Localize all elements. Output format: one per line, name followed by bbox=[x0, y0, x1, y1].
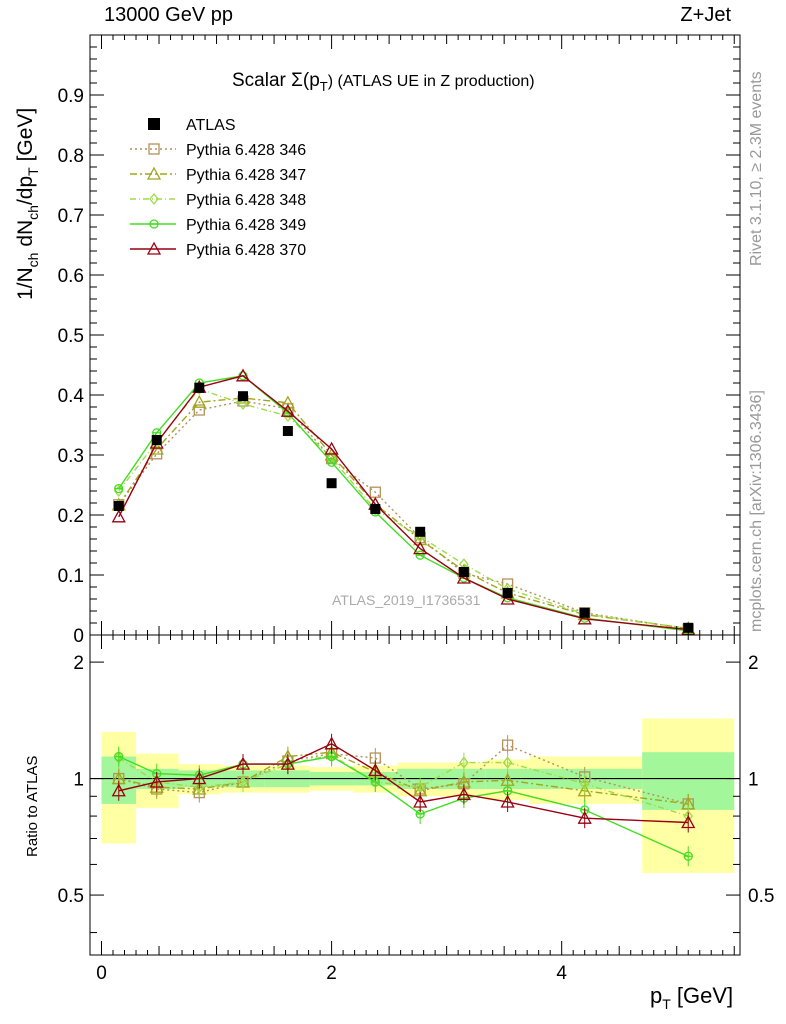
data-point bbox=[280, 403, 295, 417]
data-point bbox=[192, 394, 207, 408]
ratio-tick-label: 0.5 bbox=[58, 886, 84, 907]
data-point bbox=[577, 611, 592, 625]
legend-label: Pythia 6.428 346 bbox=[186, 142, 306, 159]
data-point bbox=[148, 143, 160, 155]
y-tick-label: 0 bbox=[73, 626, 84, 647]
series-line bbox=[118, 388, 689, 630]
atlas-point bbox=[282, 426, 293, 436]
ratio-tick-label: 1 bbox=[748, 770, 759, 791]
series-5 bbox=[111, 368, 696, 833]
atlas-point bbox=[415, 526, 426, 537]
data-point bbox=[111, 509, 126, 523]
y-tick-label: 0.9 bbox=[58, 86, 84, 107]
atlas-point bbox=[238, 391, 249, 402]
ratio-tick-label: 2 bbox=[73, 653, 84, 674]
ratio-frame bbox=[89, 634, 741, 956]
atlas-point bbox=[458, 567, 469, 577]
data-point bbox=[193, 404, 205, 416]
y-axis-label: 1/Nch dNch/dpT [GeV] bbox=[14, 108, 41, 300]
x-axis-label: pT [GeV] bbox=[650, 983, 733, 1012]
y-tick-label: 0.5 bbox=[58, 326, 84, 347]
header-left: 13000 GeV pp bbox=[104, 4, 233, 26]
data-point bbox=[149, 192, 159, 206]
atlas-data bbox=[113, 382, 694, 633]
atlas-point bbox=[502, 588, 513, 598]
data-point bbox=[113, 484, 124, 498]
legend-label: Pythia 6.428 348 bbox=[186, 192, 306, 209]
x-tick-label: 4 bbox=[556, 963, 567, 984]
legend-label-atlas: ATLAS bbox=[186, 117, 236, 134]
ratio-line bbox=[118, 751, 689, 805]
series-line bbox=[118, 397, 689, 630]
y-tick-label: 0.7 bbox=[58, 206, 84, 227]
y-tick-label: 0.3 bbox=[58, 446, 84, 467]
atlas-point bbox=[113, 501, 124, 511]
data-point bbox=[235, 368, 251, 382]
ratio-line bbox=[118, 743, 689, 824]
y-tick-label: 0.1 bbox=[58, 566, 84, 587]
data-point bbox=[500, 591, 515, 605]
ratio-tick-label: 1 bbox=[73, 770, 84, 791]
atlas-point bbox=[326, 478, 337, 489]
atlas-point bbox=[370, 504, 381, 514]
atlas-point bbox=[194, 382, 205, 393]
data-point bbox=[456, 570, 471, 584]
series-line bbox=[118, 400, 689, 630]
atlas-point bbox=[579, 607, 590, 618]
y-tick-label: 0.8 bbox=[58, 146, 84, 167]
y-tick-label: 0.2 bbox=[58, 506, 84, 527]
atlas-point bbox=[151, 435, 162, 445]
ratio-tick-label: 2 bbox=[748, 653, 759, 674]
legend: ATLAS Pythia 6.428 346 Pythia 6.428 347 Pyt… bbox=[130, 117, 306, 259]
x-tick-label: 2 bbox=[326, 963, 337, 984]
atlas-point bbox=[683, 622, 694, 633]
data-point bbox=[280, 395, 295, 409]
ratio-y-axis-label: Ratio to ATLAS bbox=[24, 756, 41, 857]
ratio-tick-label: 0.5 bbox=[748, 886, 774, 907]
data-point bbox=[146, 241, 162, 255]
series-line bbox=[118, 375, 689, 632]
legend-label: Pythia 6.428 347 bbox=[186, 167, 306, 184]
ratio-line bbox=[118, 755, 689, 857]
data-point bbox=[413, 541, 428, 555]
data-point bbox=[324, 441, 339, 455]
data-point bbox=[238, 397, 248, 411]
legend-label: Pythia 6.428 349 bbox=[186, 217, 306, 234]
y-tick-label: 0.6 bbox=[58, 266, 84, 287]
x-tick-label: 0 bbox=[96, 963, 107, 984]
series-line bbox=[118, 375, 689, 631]
watermark: ATLAS_2019_I1736531 bbox=[332, 592, 481, 608]
series-layer bbox=[111, 368, 696, 867]
legend-marker-atlas bbox=[148, 118, 160, 130]
chart-title-main: Scalar Σ(pT) (ATLAS UE in Z production) bbox=[232, 70, 535, 94]
y-tick-label: 0.4 bbox=[58, 386, 85, 407]
ratio-line bbox=[118, 744, 689, 805]
header-right: Z+Jet bbox=[680, 4, 731, 26]
legend-label: Pythia 6.428 370 bbox=[186, 242, 306, 259]
axes-layer: 0 0.1 0.2 0.3 0.4 0.5 0.6 0.7 0.8 0.9 0 2 4 0.5 0.5 1 1 2… bbox=[58, 34, 774, 984]
data-point bbox=[146, 166, 162, 180]
